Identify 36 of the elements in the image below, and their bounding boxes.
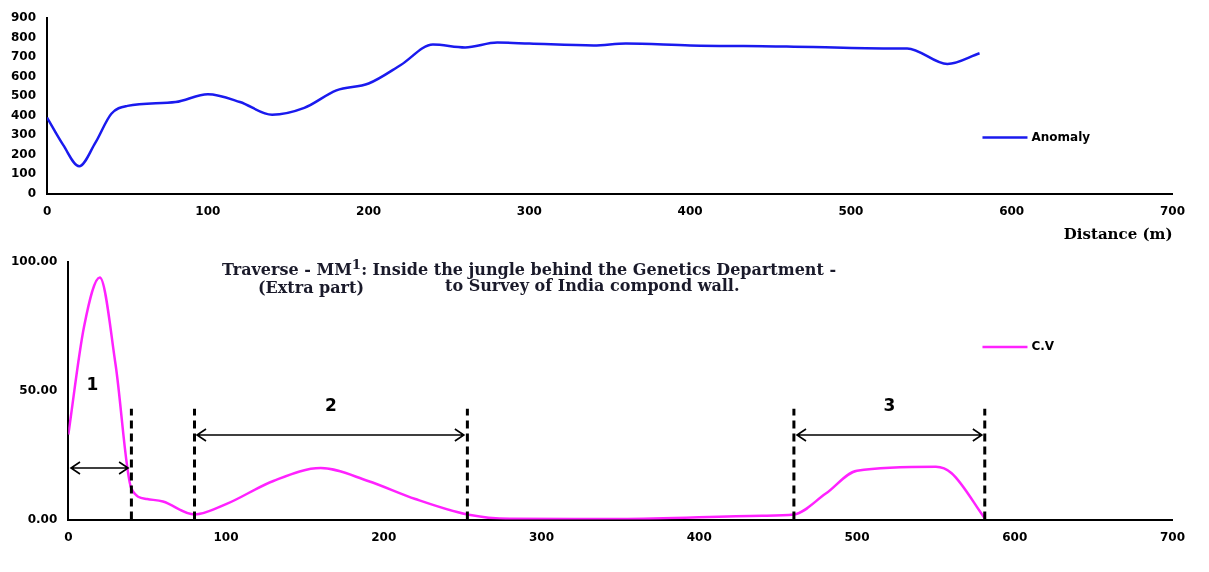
x-tick-label: 100 bbox=[213, 529, 239, 544]
y-tick-label: 100 bbox=[10, 166, 37, 181]
x-tick-label: 100 bbox=[195, 203, 221, 218]
y-tick-label: 200 bbox=[10, 146, 37, 161]
y-tick-label: 0.00 bbox=[27, 511, 58, 526]
x-tick-label: 0 bbox=[64, 529, 73, 544]
x-tick-label: 500 bbox=[844, 529, 870, 544]
y-tick-label: 400 bbox=[10, 107, 37, 122]
annotation: 3 bbox=[883, 395, 896, 416]
annotation: 1 bbox=[86, 374, 99, 395]
annotation: 2 bbox=[325, 395, 337, 416]
y-tick-label: 800 bbox=[10, 29, 37, 44]
y-tick-label: 0 bbox=[27, 185, 37, 200]
x-tick-label: 700 bbox=[1159, 529, 1186, 544]
line-series bbox=[47, 41, 981, 168]
legend-label: Anomaly bbox=[1031, 129, 1091, 144]
y-tick-label: 50.00 bbox=[19, 382, 58, 397]
legend-label: C.V bbox=[1031, 339, 1055, 354]
x-tick-label: 600 bbox=[999, 203, 1025, 218]
x-tick-label: 300 bbox=[528, 529, 555, 544]
x-tick-label: 400 bbox=[677, 203, 703, 218]
x-tick-label: 700 bbox=[1159, 203, 1186, 218]
x-tick-label: 400 bbox=[686, 529, 712, 544]
x-axis-title: Distance (m) bbox=[1063, 224, 1173, 243]
x-tick-label: 300 bbox=[516, 203, 542, 218]
y-tick-label: 900 bbox=[10, 10, 37, 25]
y-tick-label: 100.00 bbox=[10, 254, 58, 269]
x-tick-label: 200 bbox=[371, 529, 397, 544]
annotation: (Extra part) bbox=[258, 278, 365, 297]
x-tick-label: 200 bbox=[356, 203, 382, 218]
y-tick-label: 300 bbox=[10, 127, 37, 142]
y-tick-label: 500 bbox=[10, 88, 37, 103]
y-tick-label: 700 bbox=[10, 49, 37, 64]
x-tick-label: 600 bbox=[1002, 529, 1028, 544]
y-tick-label: 600 bbox=[10, 68, 37, 83]
x-tick-label: 500 bbox=[838, 203, 864, 218]
